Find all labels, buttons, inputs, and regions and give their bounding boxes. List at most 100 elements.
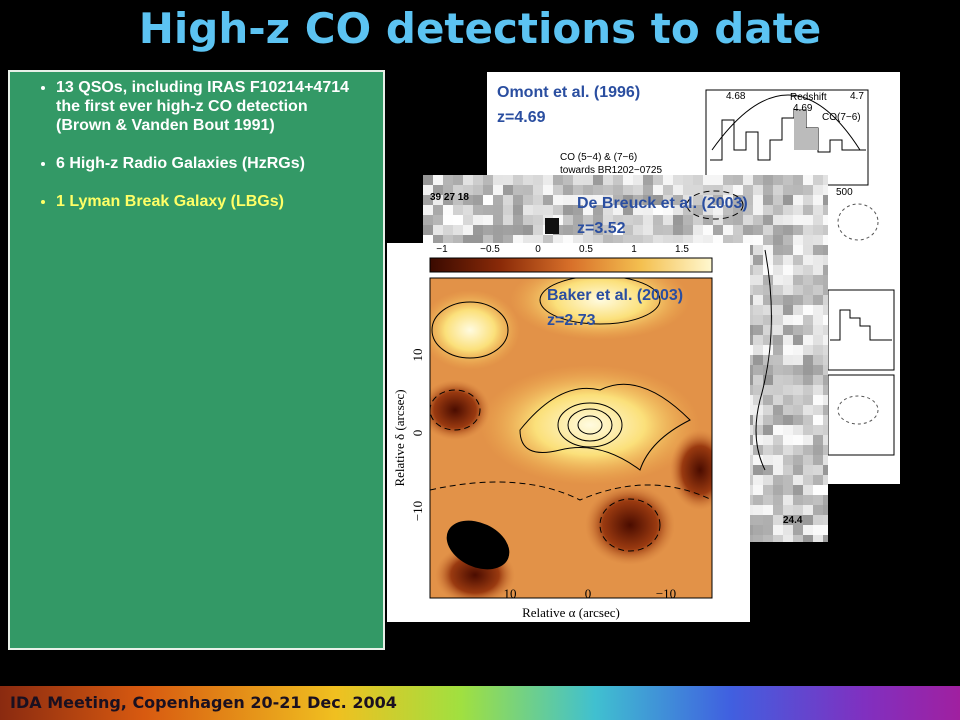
noise-pixel (433, 215, 443, 225)
noise-pixel (773, 375, 783, 385)
noise-pixel (673, 225, 683, 235)
noise-pixel (773, 285, 783, 295)
noise-pixel (813, 445, 823, 455)
noise-pixel (633, 215, 643, 225)
noise-pixel (793, 515, 803, 525)
noise-pixel (803, 525, 813, 535)
noise-pixel (763, 415, 773, 425)
noise-pixel (823, 535, 828, 542)
noise-pixel (423, 195, 433, 205)
noise-pixel (823, 315, 828, 325)
noise-pixel (733, 205, 743, 215)
colorbar (429, 257, 713, 273)
noise-pixel (783, 275, 793, 285)
figure-baker: −1 −0.5 0 0.5 1 1.5 10 0 −10 10 0 −10 Relative α (… (387, 243, 750, 622)
noise-pixel (783, 535, 793, 542)
noise-pixel (813, 275, 823, 285)
noise-pixel (633, 225, 643, 235)
noise-pixel (793, 475, 803, 485)
noise-pixel (783, 335, 793, 345)
noise-pixel (763, 295, 773, 305)
noise-pixel (763, 215, 773, 225)
noise-pixel (773, 495, 783, 505)
noise-pixel (803, 395, 813, 405)
noise-pixel (673, 215, 683, 225)
noise-pixel (773, 395, 783, 405)
noise-pixel (823, 205, 828, 215)
noise-pixel (753, 185, 763, 195)
noise-pixel (763, 375, 773, 385)
noise-pixel (803, 215, 813, 225)
noise-pixel (713, 195, 723, 205)
noise-pixel (433, 195, 443, 205)
noise-pixel (803, 195, 813, 205)
colorbar-tick-label: 0 (535, 244, 541, 255)
noise-pixel (773, 185, 783, 195)
noise-pixel (763, 395, 773, 405)
noise-pixel (653, 235, 663, 245)
noise-pixel (793, 225, 803, 235)
noise-pixel (563, 215, 573, 225)
noise-pixel (533, 215, 543, 225)
noise-pixel (443, 235, 453, 245)
noise-pixel (463, 215, 473, 225)
noise-pixel (763, 325, 773, 335)
source-pixel (545, 218, 559, 234)
noise-pixel (443, 215, 453, 225)
colorbar-tick-label: −0.5 (480, 244, 500, 255)
noise-pixel (813, 345, 823, 355)
noise-pixel (753, 365, 763, 375)
noise-pixel (793, 295, 803, 305)
noise-pixel (763, 305, 773, 315)
noise-pixel (703, 225, 713, 235)
noise-pixel (523, 195, 533, 205)
noise-pixel (653, 205, 663, 215)
blob (430, 380, 490, 440)
noise-pixel (763, 195, 773, 205)
noise-pixel (823, 345, 828, 355)
noise-pixel (813, 435, 823, 445)
noise-pixel (713, 215, 723, 225)
noise-pixel (823, 385, 828, 395)
noise-pixel (793, 365, 803, 375)
colorbar-tick-label: 1.5 (675, 244, 689, 255)
noise-pixel (753, 235, 763, 245)
noise-pixel (793, 335, 803, 345)
noise-pixel (823, 335, 828, 345)
noise-pixel (813, 325, 823, 335)
noise-pixel (783, 365, 793, 375)
y-axis-label: Relative δ (arcsec) (392, 389, 407, 486)
noise-pixel (493, 205, 503, 215)
noise-pixel (803, 485, 813, 495)
noise-pixel (793, 195, 803, 205)
noise-pixel (803, 295, 813, 305)
noise-pixel (623, 215, 633, 225)
noise-pixel (793, 505, 803, 515)
noise-pixel (523, 215, 533, 225)
co-map (430, 278, 712, 598)
noise-pixel (663, 205, 673, 215)
noise-pixel (803, 375, 813, 385)
noise-pixel (763, 335, 773, 345)
figure-text: towards BR1202−0725 (560, 165, 662, 176)
noise-pixel (573, 185, 583, 195)
noise-pixel (743, 235, 753, 245)
noise-pixel (593, 215, 603, 225)
noise-pixel (763, 405, 773, 415)
noise-pixel (733, 225, 743, 235)
noise-pixel (653, 185, 663, 195)
noise-pixel (673, 175, 683, 185)
noise-pixel (783, 465, 793, 475)
noise-pixel (763, 435, 773, 445)
noise-pixel (793, 445, 803, 455)
noise-pixel (823, 375, 828, 385)
noise-pixel (553, 235, 563, 245)
noise-pixel (803, 495, 813, 505)
noise-pixel (813, 535, 823, 542)
noise-pixel (743, 185, 753, 195)
noise-pixel (503, 205, 513, 215)
noise-pixel (773, 345, 783, 355)
contour (577, 415, 603, 435)
noise-pixel (623, 185, 633, 195)
noise-pixel (813, 385, 823, 395)
